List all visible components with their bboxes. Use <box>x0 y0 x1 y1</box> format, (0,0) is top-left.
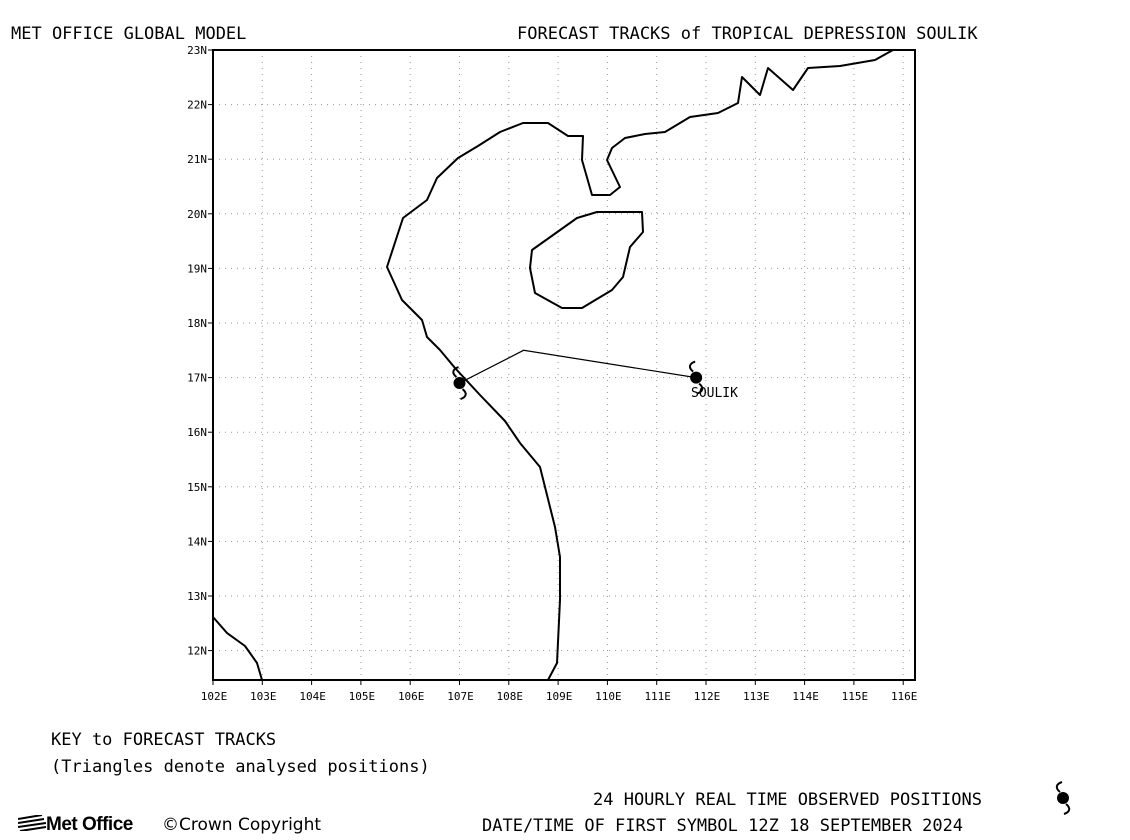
met-office-logo: Met Office <box>17 814 133 836</box>
copyright-text: ©Crown Copyright <box>162 815 322 835</box>
datetime-label: DATE/TIME OF FIRST SYMBOL 12Z 18 SEPTEMB… <box>482 816 964 836</box>
forecast-track-line <box>459 349 697 384</box>
storm-symbol-arm <box>696 382 704 395</box>
lon-tick-label: 108E <box>497 690 524 703</box>
lon-tick-label: 112E <box>694 690 721 703</box>
key-subtitle: (Triangles denote analysed positions) <box>51 757 430 777</box>
storm-symbol-forecast <box>452 366 467 401</box>
lat-tick-label: 17N <box>187 372 207 385</box>
storm-symbol-eye <box>453 377 466 390</box>
longitude-labels: 102E 103E 104E 105E 106E 107E 108E 109E 110E 111E… <box>201 680 918 703</box>
storm-symbol-arm <box>452 366 459 378</box>
mainland-coastline <box>386 49 894 681</box>
lon-tick-label: 103E <box>250 690 277 703</box>
southwest-coastline <box>212 616 263 681</box>
hainan-coastline <box>529 211 644 309</box>
met-office-logo-icon <box>17 814 47 832</box>
lon-tick-label: 116E <box>891 690 918 703</box>
key-title: KEY to FORECAST TRACKS <box>51 730 277 750</box>
storm-symbol-current <box>688 360 704 395</box>
lon-tick-label: 107E <box>447 690 474 703</box>
lat-tick-label: 14N <box>187 535 207 548</box>
met-office-logo-text: Met Office <box>46 814 133 835</box>
coastline <box>212 49 894 681</box>
observed-storm-icon <box>1055 781 1071 815</box>
lon-tick-label: 104E <box>299 690 326 703</box>
map-grid <box>213 50 915 680</box>
lon-tick-label: 111E <box>644 690 671 703</box>
storm-symbols <box>452 360 704 401</box>
lat-tick-label: 20N <box>187 208 207 221</box>
lon-tick-label: 110E <box>595 690 622 703</box>
lat-tick-label: 15N <box>187 481 207 494</box>
storm-symbol-eye <box>690 371 703 384</box>
forecast-title: FORECAST TRACKS of TROPICAL DEPRESSION S… <box>517 24 978 44</box>
lat-tick-label: 23N <box>187 44 207 57</box>
lon-tick-label: 113E <box>743 690 770 703</box>
lat-tick-label: 18N <box>187 317 207 330</box>
storm-symbol-arm <box>460 388 467 401</box>
observed-positions-label: 24 HOURLY REAL TIME OBSERVED POSITIONS <box>593 790 982 810</box>
lon-tick-label: 109E <box>546 690 573 703</box>
lat-tick-label: 19N <box>187 262 207 275</box>
map-frame <box>212 49 916 681</box>
latitude-labels: 23N 22N 21N 20N 19N 18N 17N 16N 15N 14N 13N 12N <box>187 44 213 658</box>
lat-tick-label: 12N <box>187 645 207 658</box>
lat-tick-label: 16N <box>187 426 207 439</box>
lat-tick-label: 22N <box>187 99 207 112</box>
lat-tick-label: 21N <box>187 153 207 166</box>
lon-tick-label: 105E <box>349 690 376 703</box>
lat-tick-label: 13N <box>187 590 207 603</box>
lon-tick-label: 115E <box>842 690 869 703</box>
model-title: MET OFFICE GLOBAL MODEL <box>11 24 247 44</box>
lon-tick-label: 102E <box>201 690 228 703</box>
lon-tick-label: 114E <box>792 690 819 703</box>
lon-tick-label: 106E <box>398 690 425 703</box>
storm-symbol-arm <box>688 360 696 373</box>
storm-name-label: SOULIK <box>691 386 738 401</box>
